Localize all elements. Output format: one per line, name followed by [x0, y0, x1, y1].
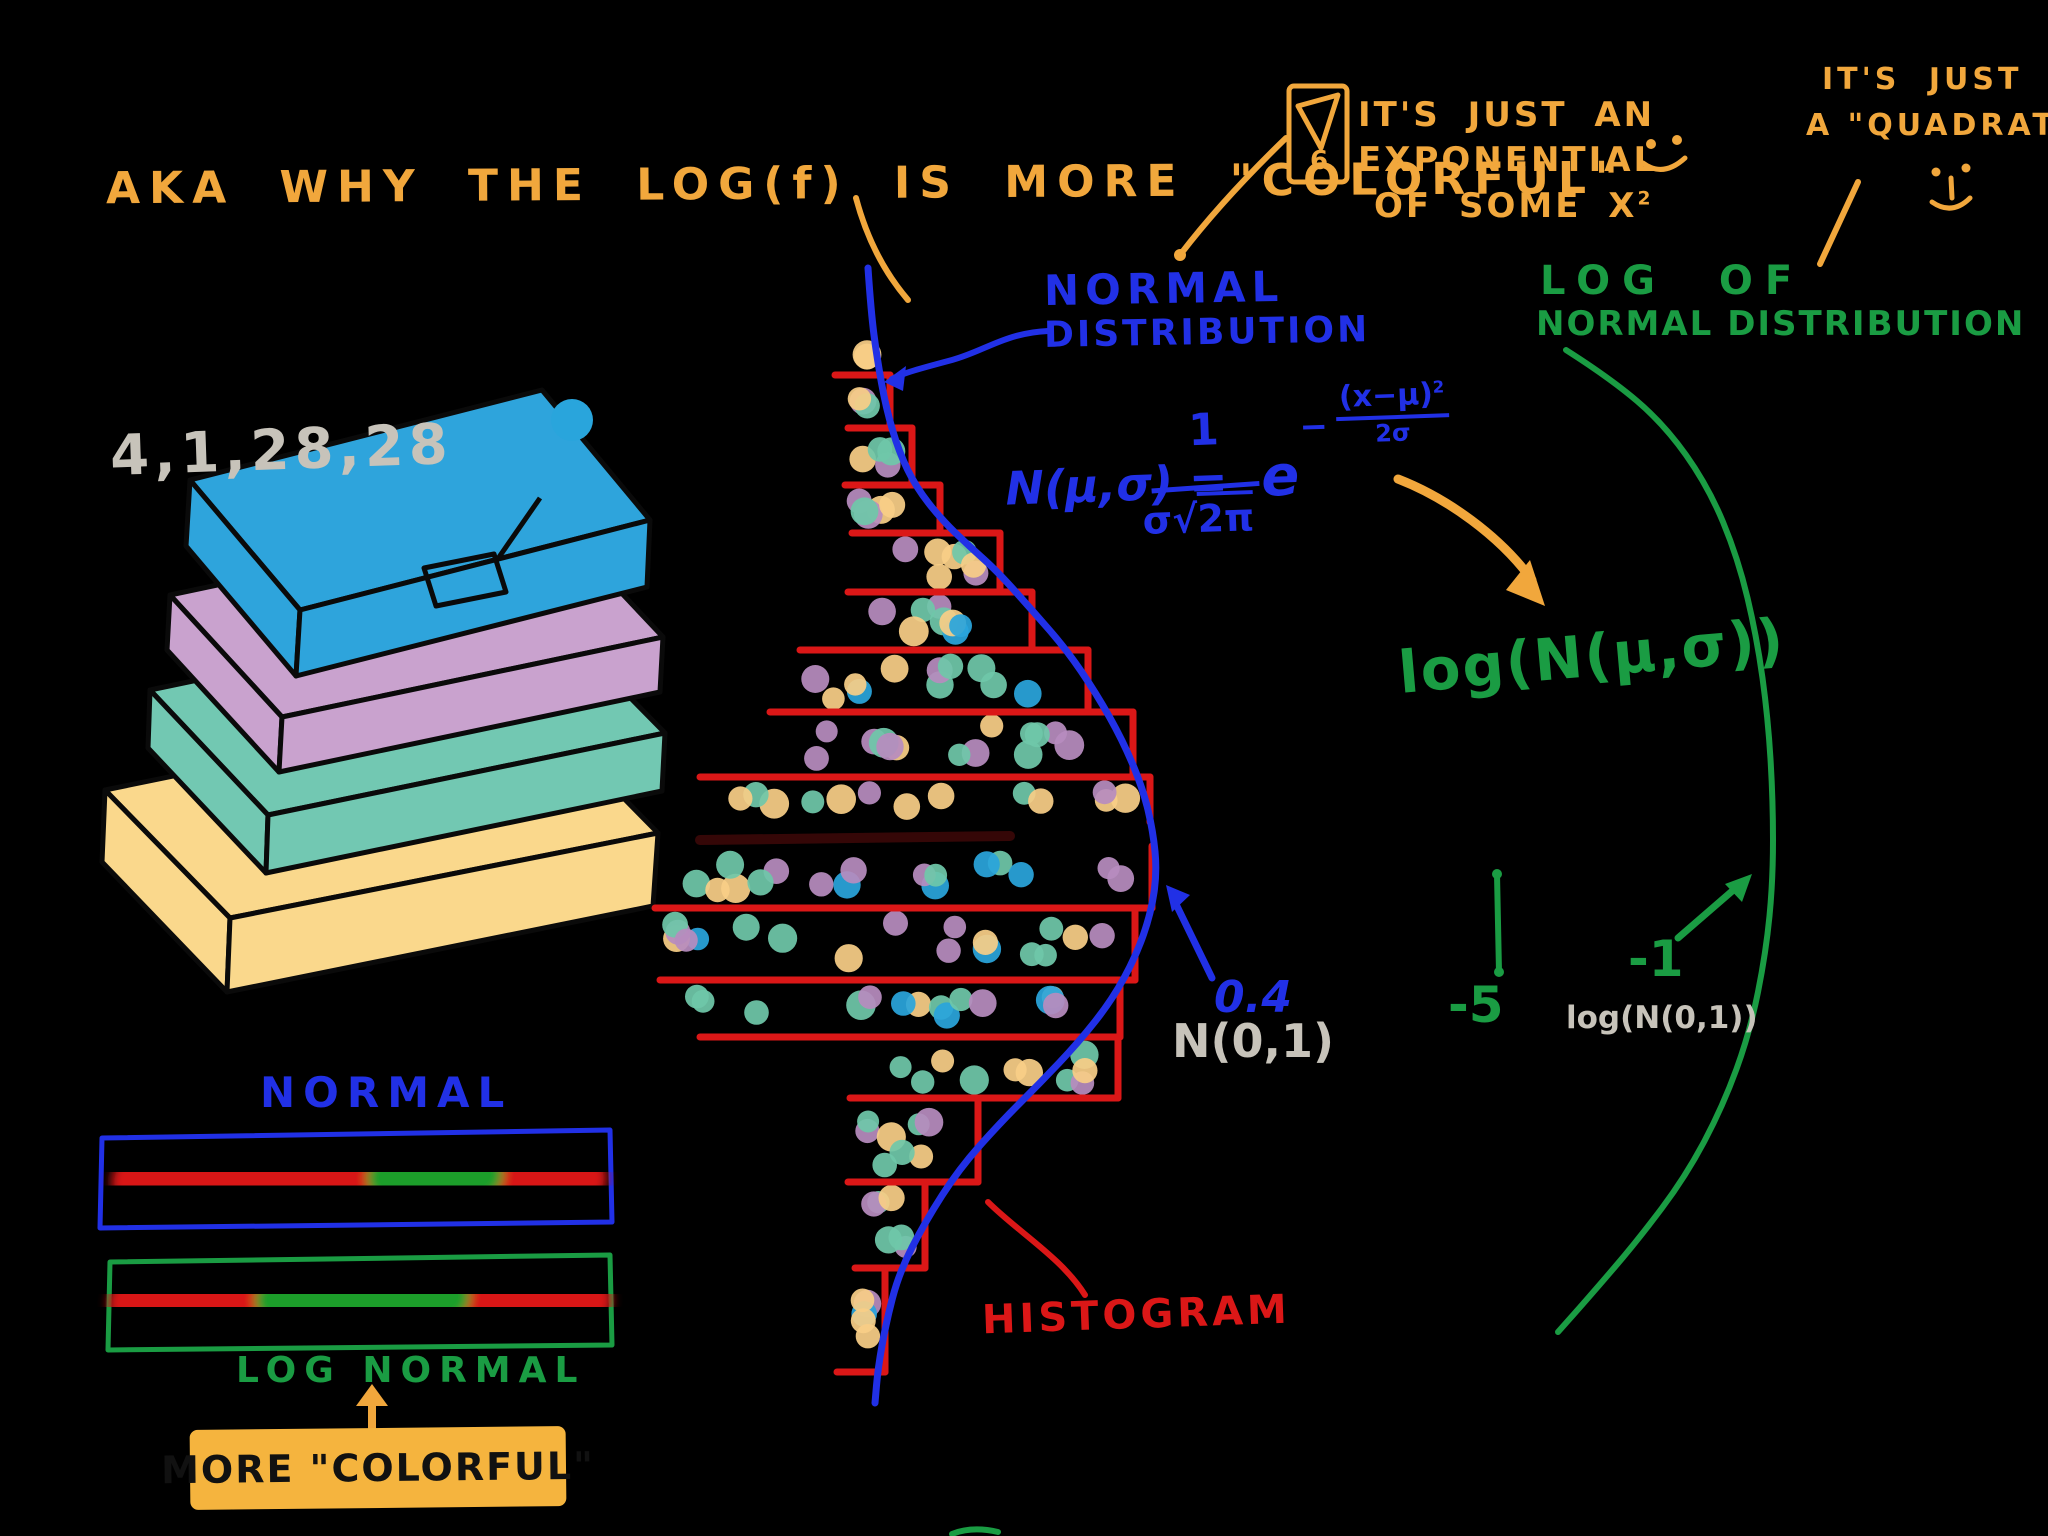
formula-base-e: e: [1260, 443, 1301, 510]
quadratic-note-leader: [1817, 179, 1861, 267]
warning-icon: [1286, 83, 1350, 185]
normal-distribution-label-line1: NORMAL: [1043, 261, 1285, 316]
den-sigma: σ: [1141, 497, 1174, 543]
more-colorful-text: MORE "COLORFUL": [160, 1443, 596, 1493]
peak-tick-label: -1: [1628, 930, 1684, 988]
log-normal-bar-label: LOG NORMAL: [236, 1350, 586, 1391]
exp-fraction: (x−μ)2 2σ: [1334, 376, 1450, 449]
exp-sign: −: [1298, 406, 1329, 448]
normal-bar-blob: [111, 1149, 607, 1211]
log-axis-tick: [1492, 869, 1504, 977]
bottom-edge-mark: [949, 1526, 1001, 1536]
tensor-shape-label: 4,1,28,28: [108, 412, 454, 489]
smiley-icon: [1640, 135, 1688, 172]
peak-value-arrow: [1166, 885, 1216, 982]
log-peak-arrow: [1674, 874, 1752, 942]
erased-smudge: [695, 831, 1015, 845]
exp-denominator: 2σ: [1374, 418, 1412, 448]
exponential-note-leader: [853, 135, 1289, 303]
smiley-tongue-icon: [1929, 163, 1973, 211]
normal-distribution-leader-arrow: [884, 328, 1051, 391]
histogram-steps: [651, 371, 1156, 1376]
log-normal-bar-frame: [105, 1252, 615, 1353]
exp-numerator: (x−μ)2: [1334, 376, 1450, 422]
formula-numerator: 1: [1187, 404, 1220, 457]
log-label-line1: LOG OF: [1540, 258, 1805, 304]
tensor-layer-blue: [183, 387, 653, 679]
exp-num-text: (x−μ): [1338, 376, 1434, 415]
exp-note-sup: 2: [1637, 188, 1654, 210]
peak-value-label: 0.4: [1214, 972, 1292, 1023]
histogram-leader: [985, 1199, 1088, 1298]
normal-bar-label: NORMAL: [260, 1068, 513, 1117]
tick-low-label: -5: [1448, 976, 1504, 1034]
exp-pow: 2: [1432, 377, 1445, 397]
quad-note-line2: A "QUADRATIC": [1806, 108, 2048, 143]
den-sqrt: √: [1171, 497, 1199, 542]
normal-distribution-label-line2: DISTRIBUTION: [1043, 309, 1371, 356]
distribution-curves: [864, 264, 1776, 1407]
formula-to-log-arrow: [1393, 474, 1545, 606]
more-colorful-callout: MORE "COLORFUL": [161, 1426, 595, 1510]
kernel-patch-square: [421, 496, 543, 609]
more-colorful-arrow-icon: [356, 1384, 388, 1432]
formula-denominator: σ√2π: [1141, 490, 1255, 543]
formula-exponent: − (x−μ)2 2σ: [1298, 376, 1450, 450]
exp-note-line1: IT'S JUST AN: [1358, 95, 1656, 135]
den-radicand: 2π: [1196, 490, 1255, 541]
exp-note-line3: OF SOME X2: [1374, 186, 1653, 226]
cyan-dot: [551, 399, 593, 441]
scatter-dots: [662, 340, 1141, 1349]
log-normal-bar-blob: [108, 1270, 612, 1332]
log-dist-label: log(N(0,1)): [1566, 1000, 1758, 1036]
log-label-line2: NORMAL DISTRIBUTION: [1536, 304, 2026, 344]
exp-note-line3-text: OF SOME X: [1374, 186, 1638, 226]
dist-label: N(0,1): [1172, 1014, 1335, 1068]
normal-bar-frame: [97, 1127, 615, 1231]
exp-note-line2: EXPONENTIAL: [1358, 140, 1659, 180]
warning-badge: 6: [1310, 146, 1329, 176]
normal-pdf-formula: N(μ,σ) = 1 σ√2π e − (x−μ)2 2σ: [1002, 376, 1450, 613]
quad-note-line1: IT'S JUST: [1822, 62, 2023, 97]
